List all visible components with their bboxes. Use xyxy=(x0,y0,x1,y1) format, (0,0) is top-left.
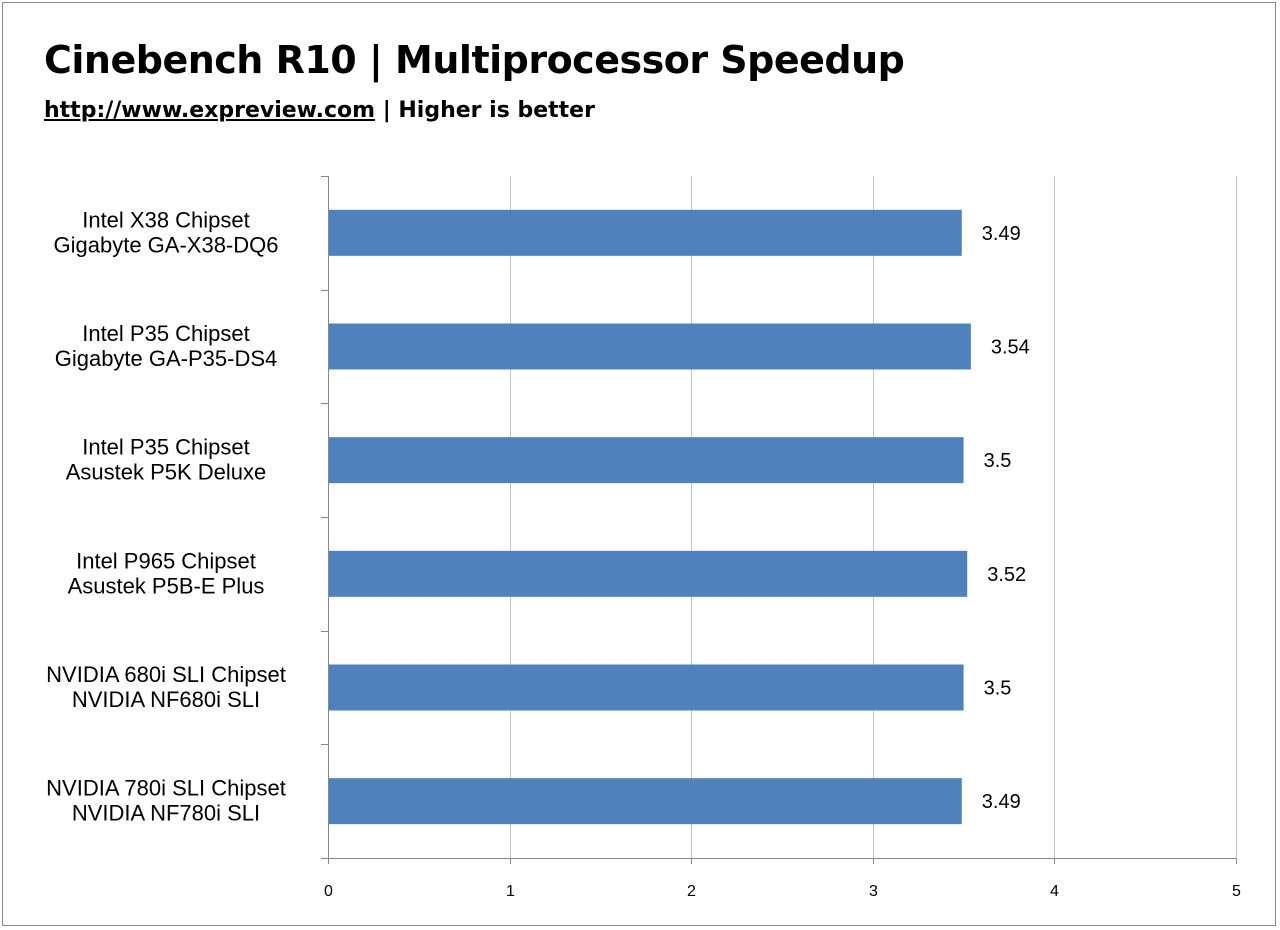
chart-subtitle: http://www.expreview.com | Higher is bet… xyxy=(44,98,595,123)
subtitle-link[interactable]: http://www.expreview.com xyxy=(44,98,376,123)
category-label: Intel P35 Chipset xyxy=(82,435,250,460)
category-label: Asustek P5K Deluxe xyxy=(66,460,267,485)
bar xyxy=(329,550,968,597)
category-label: Intel P965 Chipset xyxy=(76,548,256,573)
x-tick-label: 4 xyxy=(1050,883,1059,900)
category-label: NVIDIA NF680i SLI xyxy=(72,687,260,712)
category-label: Asustek P5B-E Plus xyxy=(68,573,265,598)
x-tick-label: 2 xyxy=(687,883,696,900)
data-label: 3.49 xyxy=(982,791,1021,813)
category-label: Gigabyte GA-P35-DS4 xyxy=(55,346,278,371)
bar xyxy=(329,209,962,256)
data-label: 3.49 xyxy=(982,223,1021,245)
chart-title: Cinebench R10 | Multiprocessor Speedup xyxy=(44,38,905,82)
category-label: NVIDIA 680i SLI Chipset xyxy=(46,662,286,687)
x-tick-label: 3 xyxy=(869,883,878,900)
bar xyxy=(329,323,971,370)
bar xyxy=(329,778,962,825)
x-tick-label: 5 xyxy=(1232,883,1241,900)
x-tick-label: 1 xyxy=(506,883,515,900)
category-label: Intel P35 Chipset xyxy=(82,321,250,346)
data-label: 3.5 xyxy=(984,678,1012,700)
data-label: 3.54 xyxy=(991,337,1030,359)
category-label: NVIDIA NF780i SLI xyxy=(72,801,260,826)
category-label: NVIDIA 780i SLI Chipset xyxy=(46,776,286,801)
data-label: 3.52 xyxy=(987,564,1026,586)
data-label: 3.5 xyxy=(984,450,1012,472)
subtitle-note: | Higher is better xyxy=(375,98,595,123)
bar xyxy=(329,437,964,484)
x-tick-label: 0 xyxy=(324,883,333,900)
category-label: Intel X38 Chipset xyxy=(82,207,250,232)
bar xyxy=(329,664,964,711)
category-label: Gigabyte GA-X38-DQ6 xyxy=(54,232,279,257)
